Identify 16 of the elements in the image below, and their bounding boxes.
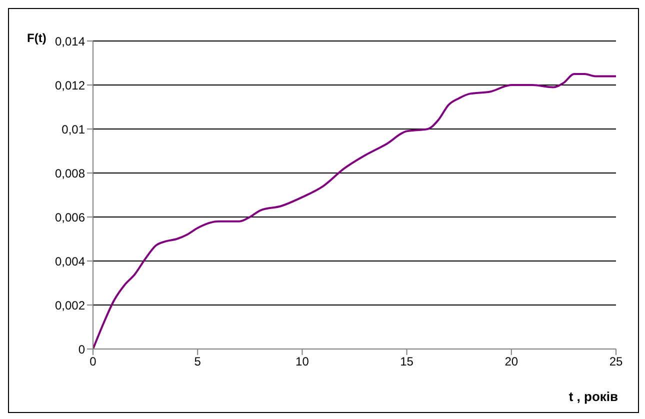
x-axis-title: t , років	[568, 389, 618, 404]
x-tick-label: 25	[609, 354, 623, 369]
x-tick-label: 15	[400, 354, 414, 369]
x-tick-label: 5	[194, 354, 202, 369]
y-tick-label: 0,006	[54, 210, 86, 224]
y-tick-label: 0,01	[62, 122, 86, 136]
y-tick-label: 0,002	[54, 298, 86, 312]
x-tick-label: 10	[296, 354, 310, 369]
x-tick-label: 20	[504, 354, 518, 369]
y-tick-label: 0,012	[54, 78, 86, 92]
y-tick-label: 0,008	[54, 166, 86, 180]
x-tick-label: 0	[90, 354, 97, 369]
y-axis-title: F(t)	[27, 31, 46, 45]
y-tick-label: 0,014	[54, 34, 86, 48]
y-tick-label: 0	[78, 342, 86, 356]
y-tick-label: 0,004	[54, 254, 86, 268]
